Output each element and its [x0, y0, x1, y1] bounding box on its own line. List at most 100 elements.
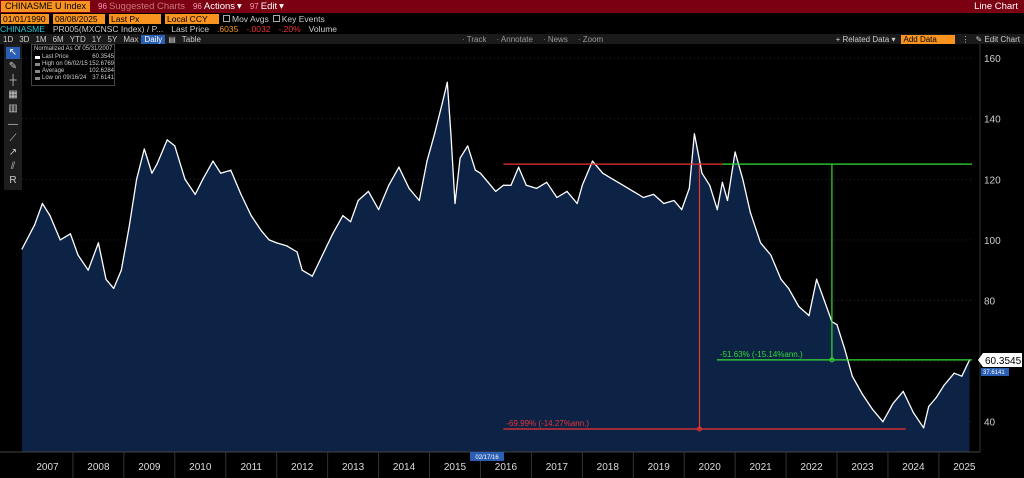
price-point — [41, 202, 43, 205]
price-point — [441, 102, 443, 105]
price-point — [349, 221, 352, 223]
frequency-select[interactable]: Daily — [141, 34, 166, 44]
red-low-point — [696, 426, 702, 432]
price-point — [143, 148, 145, 150]
related-data-label: Related Data — [842, 34, 890, 44]
price-point — [693, 133, 695, 135]
last-value-label: 60.3545 — [985, 356, 1022, 367]
price-point — [935, 396, 937, 399]
channel-icon[interactable]: ⫽ — [10, 161, 16, 172]
suggested-charts-menu[interactable]: 96 Suggested Charts — [98, 1, 185, 12]
x-tick-label: 2010 — [189, 462, 212, 473]
period-6m[interactable]: 6M — [52, 34, 64, 44]
price-point — [34, 224, 36, 226]
key-events-checkbox[interactable]: Key Events — [272, 14, 325, 24]
text-tool-icon[interactable]: R — [9, 175, 17, 186]
cursor-icon[interactable]: ↖ — [6, 47, 20, 59]
actions-chevron-icon: ▾ — [237, 1, 242, 12]
end-date-field[interactable]: 08/08/2025 — [53, 13, 105, 24]
period-1m[interactable]: 1M — [35, 34, 47, 44]
actions-menu[interactable]: 96 Actions ▾ — [193, 1, 242, 12]
price-point — [479, 172, 482, 174]
edit-label: Edit — [260, 1, 278, 12]
x-tick-label: 2015 — [444, 462, 467, 473]
start-date-field[interactable]: 01/01/1990 — [1, 13, 49, 24]
period-max[interactable]: Max — [123, 34, 139, 44]
trend-line-icon[interactable]: ⟋ — [9, 133, 17, 144]
zoom-tool[interactable]: · Zoom — [577, 34, 604, 44]
edit-chart-button[interactable]: ✎ Edit Chart — [975, 34, 1020, 44]
pencil-icon[interactable]: ✎ — [8, 61, 18, 72]
period-toolbar: 1D 3D 1M 6M YTD 1Y 5Y Max Daily ▤ Table … — [0, 34, 1024, 44]
price-point — [535, 187, 538, 189]
price-point — [518, 166, 520, 168]
price-point — [576, 202, 578, 205]
green-low-point — [829, 357, 835, 363]
price-point — [474, 169, 476, 171]
suggested-charts-label: Suggested Charts — [108, 1, 185, 12]
y-axis: 406080100120140160 — [979, 44, 1001, 452]
period-1y[interactable]: 1Y — [91, 34, 102, 44]
y-tick-label: 140 — [984, 115, 1001, 126]
price-point — [961, 375, 963, 377]
security-ticker-field[interactable]: CHINASME U Index — [1, 1, 91, 12]
x-tick-label: 2021 — [749, 462, 772, 473]
price-chart[interactable]: -51.63% (-15.14%ann.) -69.99% (-14.27%ann… — [0, 44, 1024, 478]
period-1d[interactable]: 1D — [3, 34, 14, 44]
chart-legend: Normalized As Of 05/31/2007 Last Price 6… — [31, 44, 115, 86]
x-tick-label: 2025 — [953, 462, 976, 473]
edit-menu[interactable]: 97 Edit ▾ — [250, 1, 284, 12]
ray-icon[interactable]: ↗ — [8, 147, 18, 158]
title-bar: CHINASME U Index 96 Suggested Charts 96 … — [0, 0, 1024, 13]
x-tick-label: 2022 — [800, 462, 823, 473]
x-axis: 2007 2008 2009 2010 2011 2012 2013 2014 2015 2016… — [0, 451, 980, 478]
annotate-tool[interactable]: · Annotate — [496, 34, 533, 44]
price-field-select[interactable]: Last Px — [109, 13, 161, 24]
price-point — [612, 178, 614, 180]
last-price-label: Last Price — [171, 24, 210, 34]
red-change-label: -69.99% (-14.27%ann.) — [506, 419, 589, 428]
related-data-button[interactable]: + Related Data ▾ — [835, 34, 896, 44]
x-tick-label: 2023 — [851, 462, 874, 473]
price-point — [701, 172, 703, 174]
price-point — [943, 384, 945, 386]
zoom-label: Zoom — [582, 34, 604, 44]
price-point — [851, 375, 853, 377]
grid-icon[interactable]: ▦ — [8, 89, 18, 100]
price-point — [367, 190, 369, 192]
price-point — [156, 163, 158, 165]
track-tool[interactable]: · Track — [462, 34, 487, 44]
crosshair-icon[interactable]: ┼ — [9, 75, 17, 86]
news-tool[interactable]: · News — [542, 34, 568, 44]
chart-icon[interactable]: ▤ — [168, 34, 176, 44]
period-5y[interactable]: 5Y — [107, 34, 118, 44]
y-tick-label: 160 — [984, 54, 1001, 65]
price-point — [59, 239, 61, 241]
bars-icon[interactable]: ▥ — [8, 103, 18, 114]
price-point — [446, 81, 448, 83]
currency-select[interactable]: Local CCY — [165, 13, 219, 24]
price-point — [77, 254, 79, 256]
more-options-icon[interactable]: ⋮ — [961, 34, 970, 44]
mov-avgs-checkbox[interactable]: Mov Avgs — [223, 14, 269, 24]
legend-high-swatch — [35, 63, 40, 66]
mov-avgs-checkbox-box — [223, 15, 230, 22]
price-point — [622, 184, 624, 186]
period-ytd[interactable]: YTD — [69, 34, 86, 44]
add-data-field[interactable]: Add Data — [901, 34, 956, 44]
price-point — [591, 160, 594, 162]
price-point — [151, 172, 153, 174]
legend-value: 102.6284 — [88, 68, 114, 74]
horizontal-line-icon[interactable]: — — [8, 119, 18, 130]
legend-value: 60.3545 — [92, 54, 114, 60]
price-point — [788, 287, 790, 289]
price-point — [240, 193, 242, 196]
table-button[interactable]: Table — [181, 34, 201, 44]
x-tick-label: 2018 — [597, 462, 620, 473]
chart-tools: · Track · Annotate · News · Zoom — [462, 35, 603, 44]
period-3d[interactable]: 3D — [19, 34, 30, 44]
price-point — [250, 215, 252, 217]
price-point — [566, 190, 568, 192]
price-point — [798, 305, 800, 308]
price-point — [760, 242, 762, 244]
